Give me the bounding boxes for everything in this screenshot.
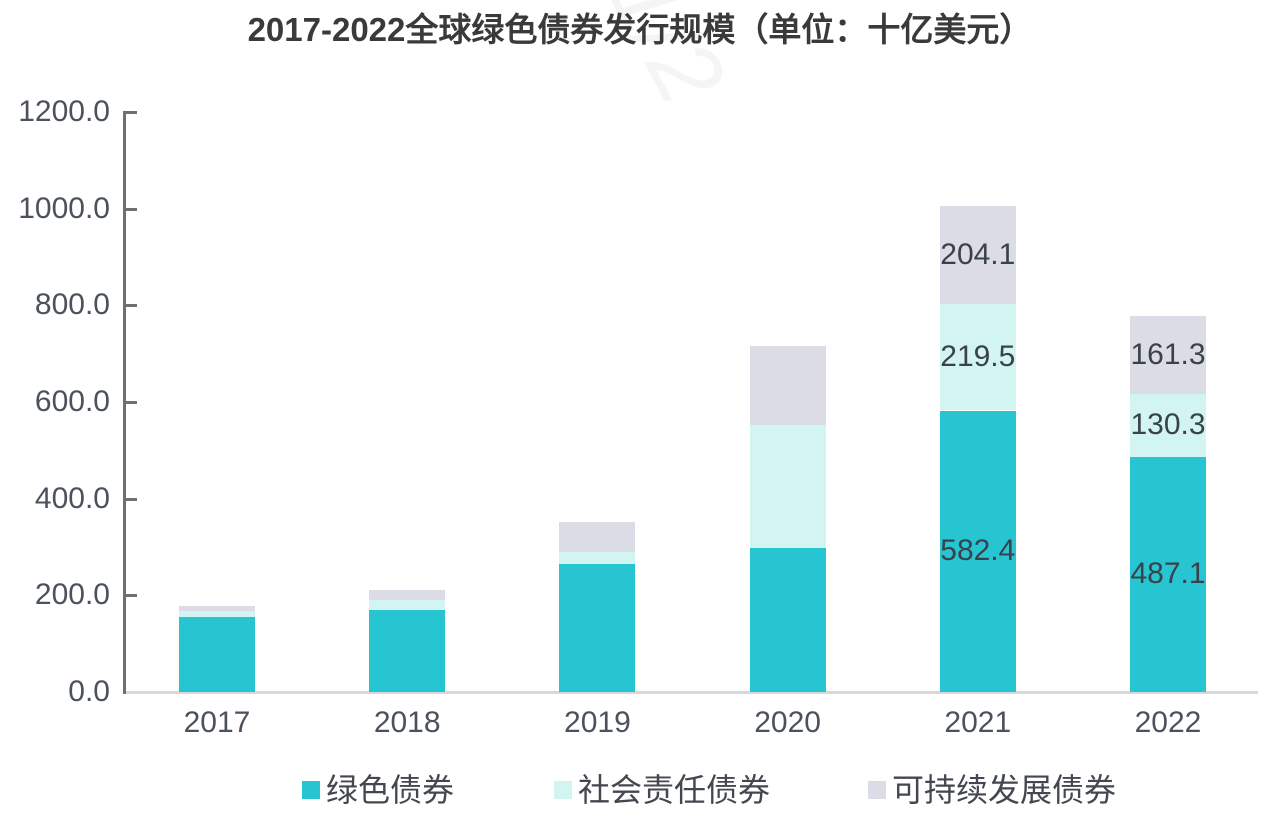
y-axis-tick-label: 0.0 <box>68 675 110 708</box>
bar-segment-green <box>559 563 635 692</box>
y-axis-tick <box>123 401 137 404</box>
x-axis-category-label: 2021 <box>944 706 1012 739</box>
legend-swatch-icon <box>302 781 320 799</box>
y-axis-tick <box>123 594 137 598</box>
bar-segment-green <box>1130 456 1206 692</box>
x-axis-category-label: 2020 <box>754 706 821 739</box>
y-axis-tick <box>123 207 137 211</box>
y-axis-tick <box>123 304 137 308</box>
x-axis-line <box>123 691 1258 694</box>
bar-segment-social <box>750 425 826 549</box>
bar-segment-sustain <box>369 589 445 600</box>
bar-segment-sustain <box>940 205 1016 305</box>
chart-title: 2017-2022全球绿色债券发行规模（单位：十亿美元） <box>247 11 1033 48</box>
x-axis-category-label: 2019 <box>564 706 631 739</box>
bar-segment-green <box>179 617 255 692</box>
x-axis-category-label: 2022 <box>1134 706 1202 739</box>
bar-value-label: 161.3 <box>1130 337 1206 371</box>
legend-label: 社会责任债券 <box>578 772 771 808</box>
y-axis-tick <box>123 497 137 501</box>
bar-segment-social <box>369 599 445 610</box>
x-axis-category-label: 2017 <box>183 706 251 739</box>
y-axis-tick-label: 800.0 <box>34 288 110 322</box>
bar-segment-green <box>750 548 826 692</box>
legend-label: 可持续发展债券 <box>892 772 1117 808</box>
legend-swatch-icon <box>868 781 886 799</box>
bar-value-label: 219.5 <box>940 340 1016 374</box>
y-axis-tick-label: 1000.0 <box>18 191 110 225</box>
bar-segment-social <box>940 304 1016 411</box>
bar-value-label: 130.3 <box>1130 408 1206 442</box>
bar-segment-sustain <box>750 345 826 426</box>
x-axis-category-label: 2018 <box>373 706 441 739</box>
bar-segment-social <box>559 551 635 564</box>
y-axis-tick-label: 1200.0 <box>18 95 110 128</box>
bar-segment-social <box>179 611 255 618</box>
legend-item: 可持续发展债券 <box>868 771 1116 809</box>
bar-value-label: 487.1 <box>1130 557 1206 591</box>
legend-item: 绿色债券 <box>302 771 454 809</box>
legend-label: 绿色债券 <box>326 772 455 808</box>
legend-swatch-icon <box>554 781 572 799</box>
y-axis-tick-label: 600.0 <box>34 385 110 418</box>
y-axis-tick-label: 400.0 <box>34 481 110 515</box>
bar-segment-sustain <box>179 605 255 612</box>
bar-value-label: 204.1 <box>940 238 1016 272</box>
bar-segment-green <box>940 410 1016 692</box>
bar-segment-sustain <box>559 521 635 552</box>
bar-value-label: 582.4 <box>940 534 1016 568</box>
bar-segment-sustain <box>1130 315 1206 394</box>
legend-item: 社会责任债券 <box>554 771 770 809</box>
bar-segment-social <box>1130 393 1206 457</box>
bar-segment-green <box>369 609 445 692</box>
y-axis-tick-label: 200.0 <box>34 578 110 612</box>
y-axis-tick <box>123 111 137 114</box>
